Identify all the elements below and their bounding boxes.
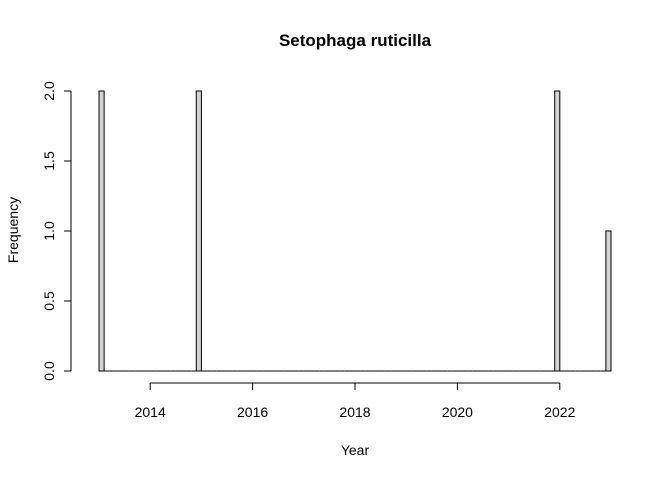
y-tick-label: 0.5	[41, 291, 57, 311]
x-axis-label: Year	[341, 442, 370, 458]
y-axis: 0.0 0.5 1.0 1.5 2.0	[41, 81, 72, 381]
histogram-bar	[195, 90, 202, 372]
x-axis: 2014 2016 2018 2020 2022	[135, 382, 576, 420]
histogram-bar	[98, 90, 105, 372]
y-tick-label: 1.0	[41, 221, 57, 241]
y-tick-label: 1.5	[41, 151, 57, 171]
x-tick-label: 2020	[442, 404, 473, 420]
y-axis-label: Frequency	[5, 197, 21, 263]
y-tick-label: 2.0	[41, 81, 57, 101]
chart-title: Setophaga ruticilla	[279, 31, 432, 50]
x-tick-label: 2022	[544, 404, 575, 420]
x-tick-label: 2016	[237, 404, 268, 420]
x-tick-label: 2018	[339, 404, 370, 420]
histogram-bar	[605, 230, 612, 372]
y-tick-label: 0.0	[41, 361, 57, 381]
bars-group	[98, 90, 612, 372]
x-tick-label: 2014	[135, 404, 166, 420]
histogram-bar	[554, 90, 561, 372]
